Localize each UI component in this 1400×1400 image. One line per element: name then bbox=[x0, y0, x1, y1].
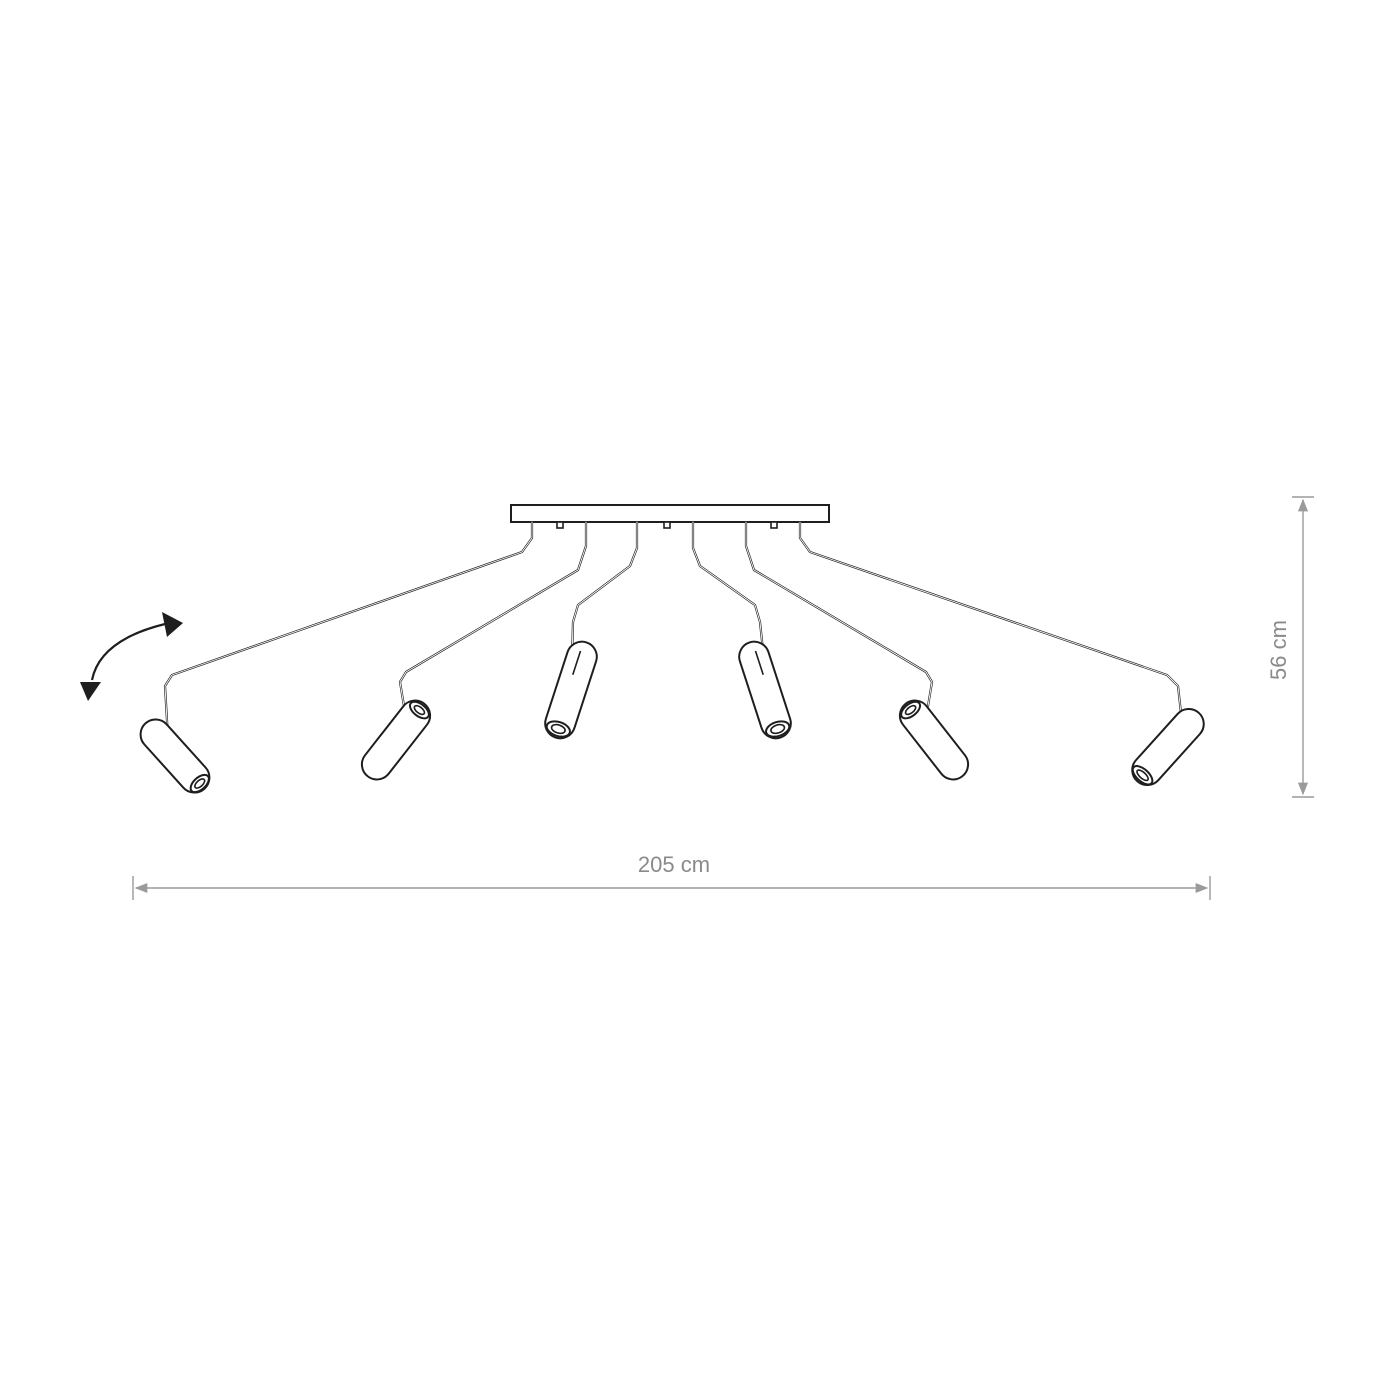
arm-2 bbox=[398, 520, 588, 708]
arm-3 bbox=[570, 520, 639, 662]
spot-head-3 bbox=[544, 640, 598, 740]
ceiling-canopy bbox=[510, 504, 830, 529]
rotate-arrow-icon bbox=[80, 612, 183, 701]
width-dimension: 205 cm bbox=[132, 852, 1211, 900]
height-dimension: 56 cm bbox=[1266, 496, 1314, 798]
spot-head-5 bbox=[898, 699, 970, 781]
spot-head-2 bbox=[360, 699, 432, 781]
arm-5 bbox=[744, 520, 934, 708]
width-label: 205 cm bbox=[638, 852, 710, 877]
spot-heads bbox=[139, 640, 1205, 794]
arm-1 bbox=[163, 520, 534, 740]
fixture-arms bbox=[163, 520, 1184, 740]
arm-6 bbox=[798, 520, 1184, 724]
spot-head-6 bbox=[1131, 707, 1205, 787]
spot-head-4 bbox=[738, 640, 792, 740]
height-label: 56 cm bbox=[1266, 620, 1291, 680]
spot-head-1 bbox=[139, 718, 211, 794]
arm-4 bbox=[691, 520, 766, 662]
